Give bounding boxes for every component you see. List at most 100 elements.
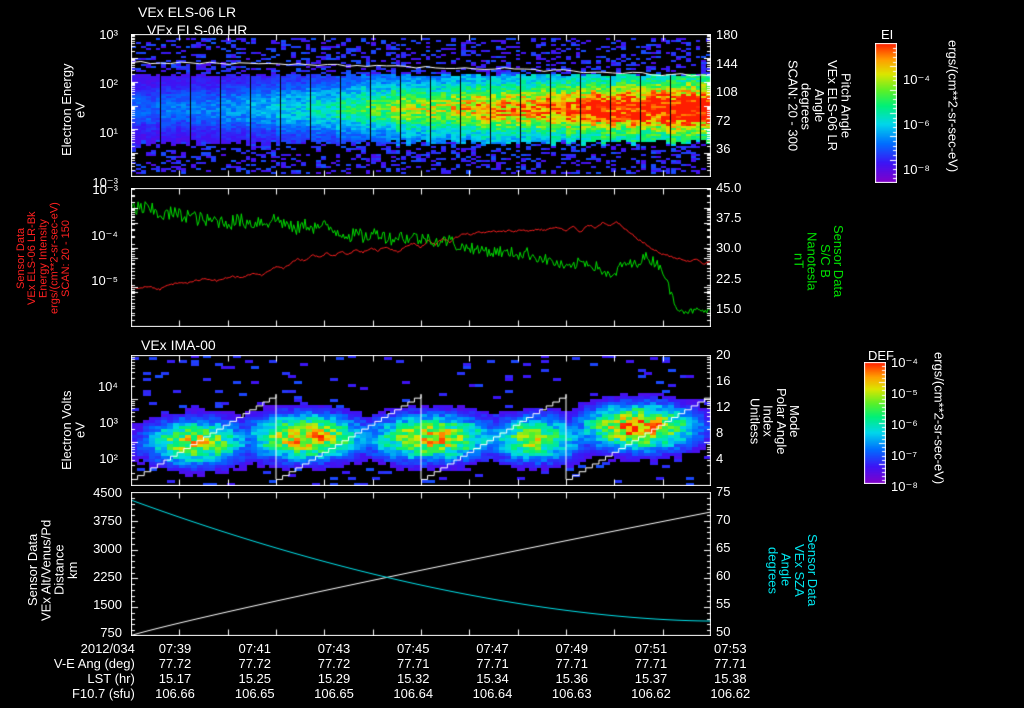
panel1-rtick-4: 36 — [716, 141, 731, 156]
panel1-right-axis-label: Pitch Angle VEx ELS-06 LR Angle degrees … — [785, 60, 854, 152]
panel2-right-ticks: 45.0 37.5 30.0 22.5 15.0 — [716, 180, 764, 327]
panel2-rtick-0: 45.0 — [716, 180, 742, 195]
panel2-ytick-1: 10⁻⁴ — [91, 228, 118, 243]
row-label-date: 2012/034 — [80, 641, 135, 656]
panel1-rtick-3: 72 — [716, 113, 731, 128]
cell-f107-2: 106.65 — [314, 686, 354, 701]
panel2-rtick-3: 22.5 — [716, 271, 742, 286]
panel3-plot-area[interactable] — [131, 355, 711, 486]
panel4-ytick-3: 2250 — [93, 569, 122, 584]
cell-time-1: 07:41 — [238, 641, 272, 656]
panel1-title-lr: VEx ELS-06 LR — [138, 4, 237, 20]
panel1-plot-area[interactable] — [131, 34, 711, 177]
colorbar1-gradient — [875, 43, 897, 183]
panel1-rtick-2: 108 — [716, 84, 738, 99]
panel3-rtick-4: 4 — [716, 451, 724, 466]
panel3-right-ticks: 20 16 12 8 4 — [716, 347, 756, 486]
panel2-rtick-1: 37.5 — [716, 210, 742, 225]
panel3-left-axis-label: Electron Volts eV — [59, 390, 88, 470]
panel4-left-ticks: 4500 3750 3000 2250 1500 750 — [78, 485, 122, 643]
colorbar2-gradient — [864, 362, 886, 484]
panel1-rtick-0: 180 — [716, 27, 738, 42]
cell-veang-7: 77.71 — [714, 656, 747, 671]
row-label-ve-ang: V-E Ang (deg) — [53, 656, 135, 671]
colorbar1-units: ergs/(cm**2-sr-sec-eV) — [945, 40, 961, 173]
colorbar1-title: EI — [881, 27, 894, 42]
panel4-left-axis-label: Sensor Data VEx Alt/Venus/Pd Distance km — [25, 519, 80, 621]
panel2-left-axis-label: Sensor Data VEx ELS-06 LR-Bk Energy Inte… — [15, 202, 72, 315]
colorbar2-tick-1: 10⁻⁵ — [891, 386, 918, 401]
cell-veang-3: 77.71 — [396, 656, 430, 671]
panel2-rtick-2: 30.0 — [716, 240, 742, 255]
colorbar2-tick-2: 10⁻⁶ — [891, 417, 918, 432]
cell-time-2: 07:43 — [317, 641, 351, 656]
panel4-rtick-4: 55 — [716, 596, 731, 611]
row-label-lst: LST (hr) — [87, 671, 135, 686]
cell-veang-0: 77.72 — [158, 656, 192, 671]
panel1-ytick-2: 10¹ — [99, 125, 118, 140]
panel1-right-ticks: 180 144 108 72 36 — [716, 27, 756, 184]
cell-veang-4: 77.71 — [476, 656, 509, 671]
cell-f107-5: 106.63 — [551, 686, 592, 701]
cell-time-5: 07:49 — [555, 641, 589, 656]
panel4-rtick-0: 75 — [716, 484, 731, 499]
panel3-right-axis-label: Mode Polar Angle Index Unitless — [747, 387, 802, 455]
colorbar1-tick-2: 10⁻⁸ — [903, 162, 930, 177]
colorbar2-tick-0: 10⁻⁴ — [891, 355, 918, 370]
colorbar2-tick-3: 10⁻⁷ — [891, 448, 918, 463]
panel3-rtick-1: 16 — [716, 373, 731, 388]
cell-f107-0: 106.66 — [155, 686, 195, 701]
colorbar1-ticks: 10⁻⁴ 10⁻⁶ 10⁻⁸ — [903, 43, 953, 183]
colorbar1-tick-1: 10⁻⁶ — [903, 117, 930, 132]
cell-lst-4: 15.34 — [476, 671, 509, 686]
panel3-ytick-1: 10³ — [99, 415, 118, 430]
colorbar2-tick-4: 10⁻⁸ — [891, 479, 918, 494]
panel4-rtick-5: 50 — [716, 624, 731, 639]
cell-lst-5: 15.36 — [555, 671, 589, 686]
colorbar1-tick-0: 10⁻⁴ — [903, 72, 930, 87]
panel2-ytick-2: 10⁻⁵ — [91, 273, 118, 288]
panel4-ytick-4: 1500 — [93, 597, 122, 612]
colorbar2-ticks: 10⁻⁴ 10⁻⁵ 10⁻⁶ 10⁻⁷ 10⁻⁸ — [891, 355, 941, 494]
cell-lst-7: 15.38 — [714, 671, 747, 686]
table-row-f107: F10.7 (sfu) 106.66 106.65 106.65 106.64 … — [0, 686, 770, 701]
panel1-ytick-1: 10² — [99, 76, 118, 91]
panel3-ytick-2: 10² — [99, 451, 118, 466]
cell-f107-7: 106.62 — [710, 686, 751, 701]
panel1-ytick-3: 10⁻³ — [92, 175, 118, 190]
cell-lst-1: 15.25 — [238, 671, 272, 686]
panel4-ytick-2: 3000 — [93, 541, 122, 556]
panel3-rtick-3: 8 — [716, 425, 724, 440]
panel4-rtick-2: 65 — [716, 540, 731, 555]
cell-veang-1: 77.72 — [238, 656, 272, 671]
cell-veang-6: 77.71 — [634, 656, 668, 671]
panel4-right-axis-label: Sensor Data VEx SZA Angle degrees — [765, 533, 820, 607]
cell-time-4: 07:47 — [476, 641, 509, 656]
panel4-rtick-1: 70 — [716, 512, 731, 527]
cell-f107-6: 106.62 — [631, 686, 671, 701]
panel2-right-axis-label: Sensor Data S/C B Nanotesla nT — [791, 224, 846, 298]
cell-time-0: 07:39 — [158, 641, 192, 656]
cell-lst-6: 15.37 — [634, 671, 668, 686]
panel4-plot-area[interactable] — [131, 492, 711, 636]
cell-veang-5: 77.71 — [555, 656, 589, 671]
panel2-rtick-4: 15.0 — [716, 301, 742, 316]
table-row-lst: LST (hr) 15.17 15.25 15.29 15.32 15.34 1… — [0, 671, 770, 686]
cell-time-6: 07:51 — [634, 641, 668, 656]
colorbar2-title: DEF — [868, 348, 894, 363]
panel4-right-ticks: 75 70 65 60 55 50 — [716, 484, 756, 642]
panel3-rtick-2: 12 — [716, 399, 731, 414]
cell-veang-2: 77.72 — [317, 656, 351, 671]
bottom-table: 2012/034 07:39 07:41 07:43 07:45 07:47 0… — [0, 641, 790, 701]
cell-lst-3: 15.32 — [396, 671, 430, 686]
panel2-plot-area[interactable] — [131, 188, 711, 327]
colorbar2-units: ergs/(cm**2-sr-sec-eV) — [931, 352, 947, 485]
panel4-ytick-1: 3750 — [93, 513, 122, 528]
panel3-left-ticks: 10⁴ 10³ 10² — [84, 356, 118, 491]
cell-lst-2: 15.29 — [317, 671, 351, 686]
cell-time-7: 07:53 — [714, 641, 747, 656]
panel4-ytick-0: 4500 — [93, 485, 122, 500]
panel3-rtick-0: 20 — [716, 347, 731, 362]
cell-time-3: 07:45 — [396, 641, 430, 656]
